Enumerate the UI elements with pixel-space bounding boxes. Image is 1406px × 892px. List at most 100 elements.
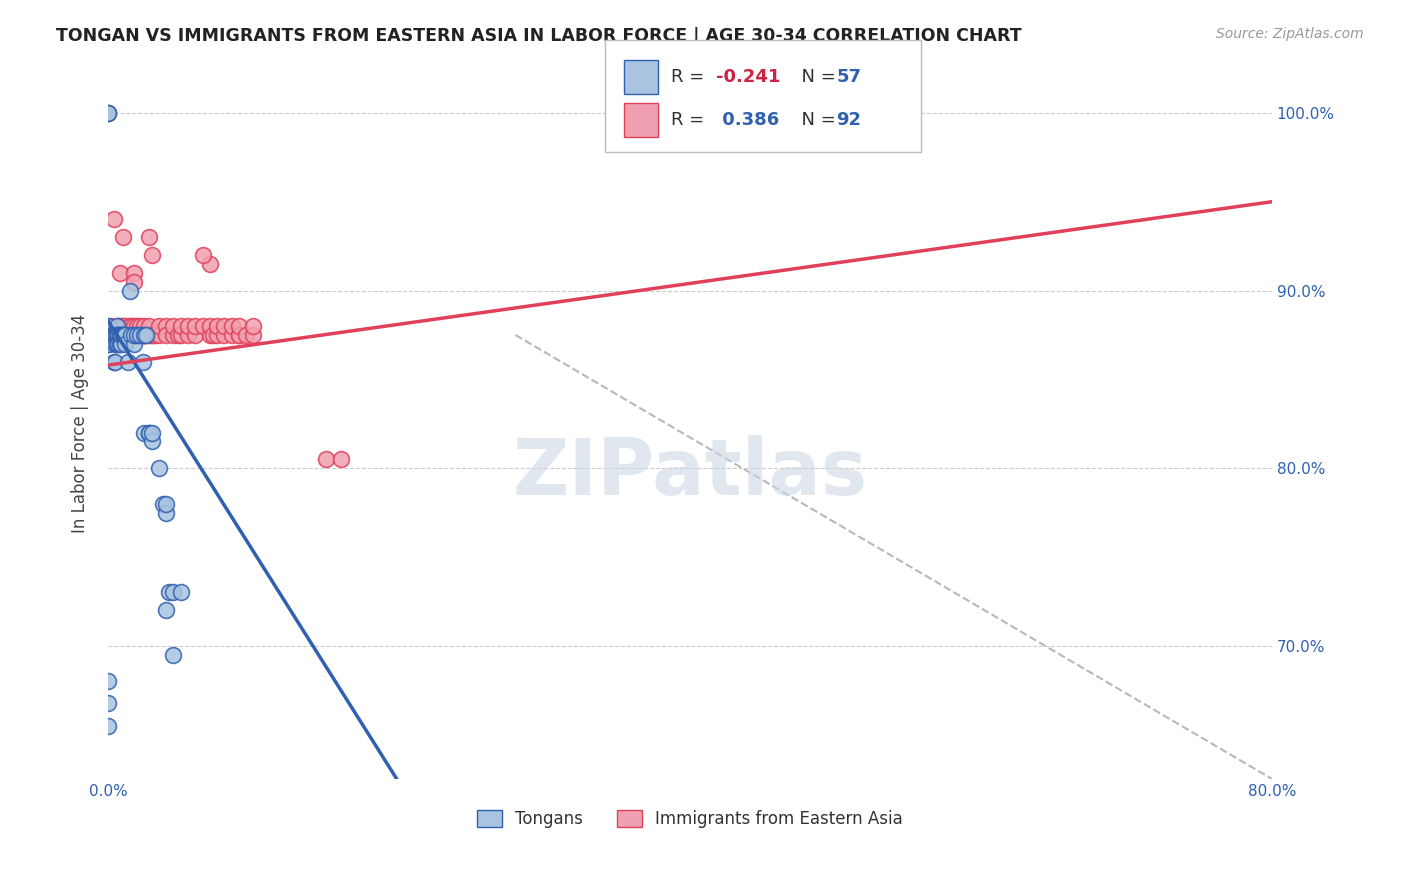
Point	[131, 327, 153, 342]
Point	[108, 266, 131, 280]
Text: Source: ZipAtlas.com: Source: ZipAtlas.com	[1216, 27, 1364, 41]
Point	[135, 327, 157, 342]
Point	[104, 354, 127, 368]
Point	[162, 319, 184, 334]
Point	[111, 327, 134, 342]
Point	[138, 327, 160, 342]
Point	[107, 327, 129, 342]
Point	[155, 603, 177, 617]
Point	[105, 336, 128, 351]
Point	[107, 327, 129, 342]
Point	[122, 266, 145, 280]
Point	[97, 718, 120, 732]
Point	[228, 327, 250, 342]
Point	[97, 106, 120, 120]
Legend: Tongans, Immigrants from Eastern Asia: Tongans, Immigrants from Eastern Asia	[471, 803, 910, 835]
Point	[127, 327, 149, 342]
Point	[110, 327, 132, 342]
Point	[170, 585, 193, 599]
Point	[315, 452, 337, 467]
Point	[221, 327, 243, 342]
Point	[129, 327, 152, 342]
Point	[111, 327, 134, 342]
Point	[184, 327, 207, 342]
Point	[141, 248, 163, 262]
Point	[157, 585, 180, 599]
Point	[97, 336, 120, 351]
Point	[97, 319, 120, 334]
Point	[214, 319, 236, 334]
Point	[97, 106, 120, 120]
Point	[155, 327, 177, 342]
Point	[117, 354, 139, 368]
Point	[112, 319, 135, 334]
Point	[191, 319, 214, 334]
Point	[107, 336, 129, 351]
Point	[100, 319, 122, 334]
Point	[108, 327, 131, 342]
Point	[107, 319, 129, 334]
Point	[205, 319, 228, 334]
Point	[115, 327, 138, 342]
Point	[110, 327, 132, 342]
Point	[148, 461, 170, 475]
Point	[105, 327, 128, 342]
Point	[97, 336, 120, 351]
Point	[134, 327, 156, 342]
Point	[134, 425, 156, 440]
Point	[120, 319, 142, 334]
Point	[242, 327, 264, 342]
Point	[141, 327, 163, 342]
Point	[115, 327, 138, 342]
Point	[120, 327, 142, 342]
Point	[138, 425, 160, 440]
Point	[122, 336, 145, 351]
Y-axis label: In Labor Force | Age 30-34: In Labor Force | Age 30-34	[72, 314, 89, 533]
Text: N =: N =	[790, 112, 842, 129]
Point	[118, 327, 141, 342]
Point	[127, 319, 149, 334]
Point	[184, 319, 207, 334]
Point	[111, 230, 134, 244]
Point	[104, 327, 127, 342]
Point	[110, 336, 132, 351]
Point	[97, 106, 120, 120]
Point	[221, 319, 243, 334]
Point	[132, 354, 155, 368]
Point	[97, 674, 120, 689]
Point	[138, 319, 160, 334]
Point	[198, 257, 221, 271]
Point	[122, 275, 145, 289]
Point	[97, 336, 120, 351]
Point	[122, 327, 145, 342]
Point	[103, 212, 125, 227]
Point	[129, 319, 152, 334]
Point	[105, 327, 128, 342]
Point	[101, 327, 124, 342]
Point	[134, 319, 156, 334]
Point	[214, 327, 236, 342]
Point	[108, 327, 131, 342]
Point	[198, 319, 221, 334]
Point	[228, 327, 250, 342]
Point	[155, 319, 177, 334]
Point	[111, 327, 134, 342]
Point	[118, 284, 141, 298]
Point	[103, 327, 125, 342]
Point	[120, 327, 142, 342]
Point	[177, 319, 200, 334]
Point	[177, 327, 200, 342]
Point	[155, 506, 177, 520]
Point	[105, 319, 128, 334]
Point	[148, 327, 170, 342]
Text: ZIPatlas: ZIPatlas	[512, 435, 868, 511]
Text: -0.241: -0.241	[716, 68, 780, 86]
Text: 0.386: 0.386	[716, 112, 779, 129]
Point	[111, 319, 134, 334]
Point	[112, 327, 135, 342]
Point	[114, 327, 136, 342]
Point	[152, 497, 174, 511]
Point	[162, 327, 184, 342]
Point	[127, 327, 149, 342]
Point	[129, 327, 152, 342]
